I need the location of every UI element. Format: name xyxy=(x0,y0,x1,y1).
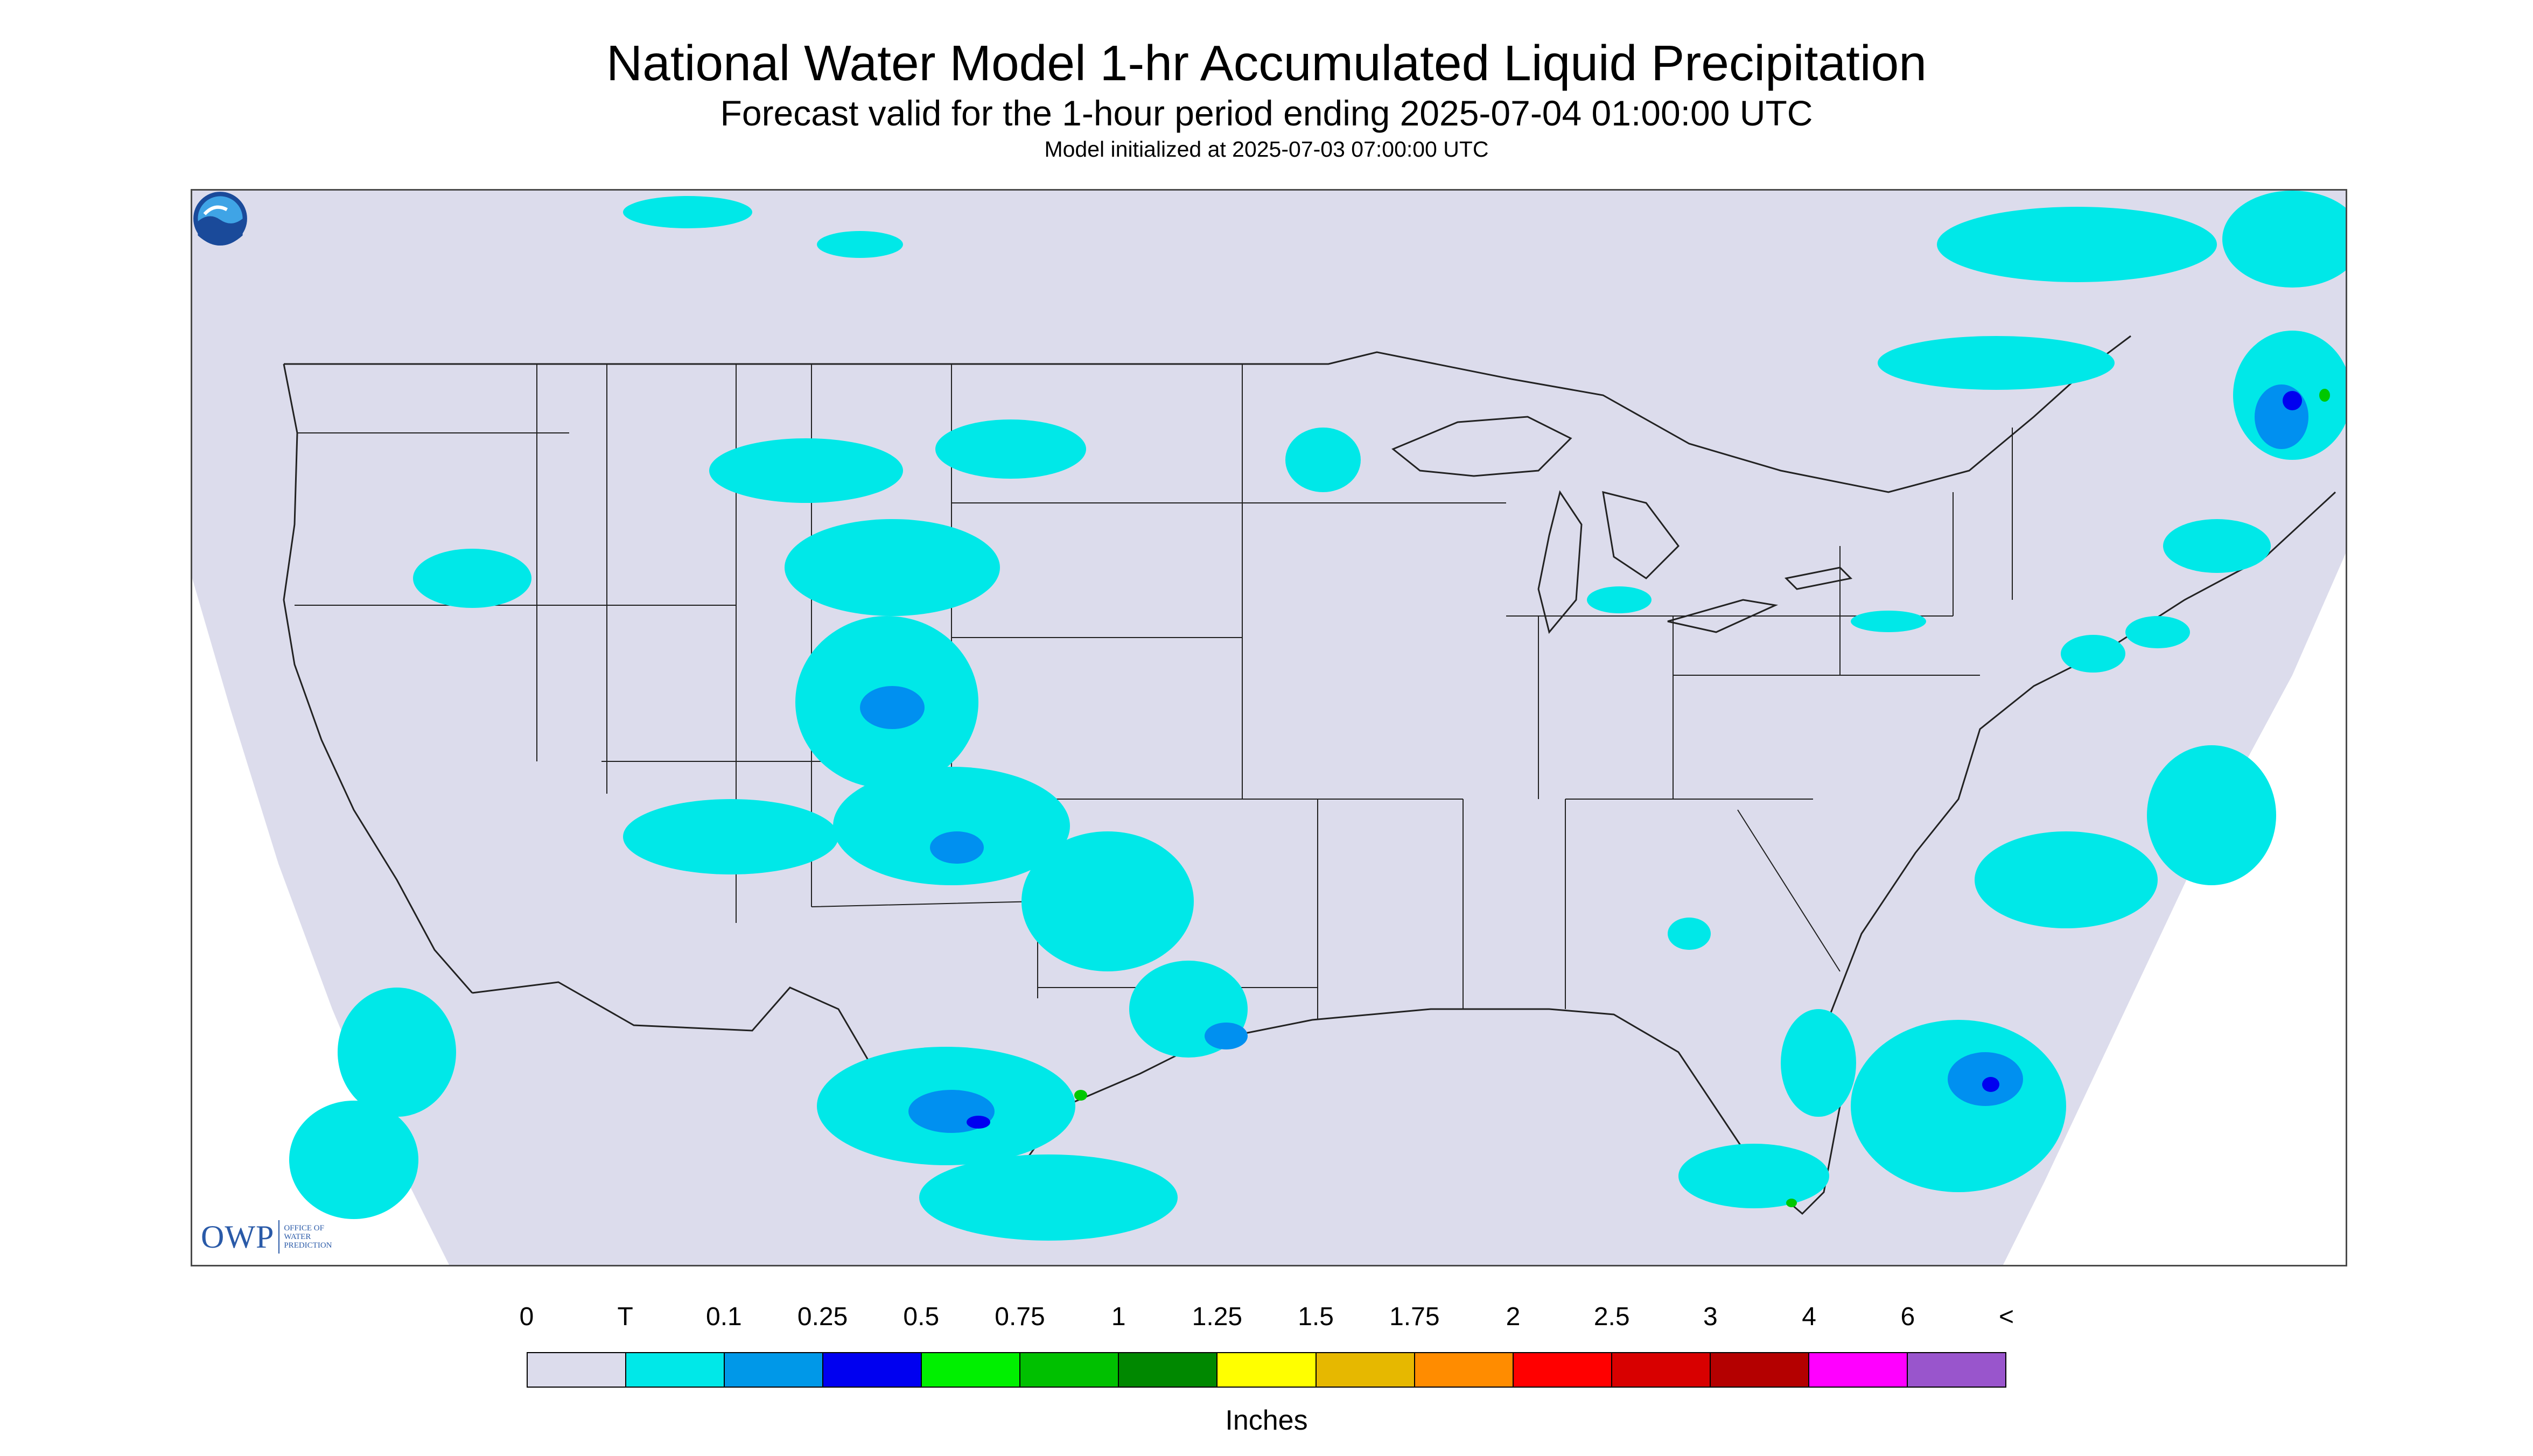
legend-tick-label: 0.75 xyxy=(995,1303,1045,1331)
owp-logo: OWP Office of Water Prediction xyxy=(201,1215,332,1258)
lake-michigan xyxy=(1537,490,1583,634)
legend-tick-label: 1.5 xyxy=(1298,1303,1334,1331)
precipitation-cells-heavy xyxy=(1074,389,2330,1207)
legend-swatch xyxy=(1907,1353,2005,1387)
legend-swatch xyxy=(1513,1353,1612,1387)
map-canvas xyxy=(192,191,2346,1265)
pacific-coastline xyxy=(283,363,473,993)
precipitation-cells-trace xyxy=(289,191,2346,1241)
legend-tick-label: 3 xyxy=(1703,1303,1718,1331)
model-initialized-text: Model initialized at 2025-07-03 07:00:00… xyxy=(1044,137,1489,162)
legend-color-bar xyxy=(527,1352,2006,1388)
legend-tick-label: 0.1 xyxy=(706,1303,742,1331)
legend-swatch xyxy=(626,1353,725,1387)
legend-tick-label: < xyxy=(1998,1303,2014,1331)
boundary-lines xyxy=(283,335,2336,1215)
legend-swatch xyxy=(1809,1353,1908,1387)
projection-edge-right xyxy=(2003,553,2346,1265)
legend-swatch xyxy=(1217,1353,1317,1387)
owp-logo-text-line: Water xyxy=(284,1233,311,1241)
legend-tick-label: 2 xyxy=(1506,1303,1521,1331)
legend-tick-label: 6 xyxy=(1900,1303,1915,1331)
projection-edge-left xyxy=(192,578,450,1265)
lake-huron xyxy=(1602,491,1680,579)
owp-logo-text: Office of Water Prediction xyxy=(284,1224,332,1250)
legend-tick-label: 0.25 xyxy=(797,1303,848,1331)
lake-ontario xyxy=(1784,566,1853,590)
legend-swatch xyxy=(1020,1353,1119,1387)
precipitation-map[interactable]: OWP Office of Water Prediction xyxy=(191,189,2347,1266)
lake-erie xyxy=(1667,599,1779,633)
legend-tick-label: 2.5 xyxy=(1593,1303,1630,1331)
legend-swatch xyxy=(823,1353,922,1387)
map-title: National Water Model 1-hr Accumulated Li… xyxy=(606,35,1927,91)
legend-swatch xyxy=(922,1353,1021,1387)
owp-logo-text-line: Prediction xyxy=(284,1241,332,1250)
map-subtitle: Forecast valid for the 1-hour period end… xyxy=(720,93,1813,133)
legend-tick-label: 1 xyxy=(1111,1303,1126,1331)
atlantic-coastline xyxy=(1823,491,2336,1031)
precipitation-cells-moderate xyxy=(967,391,2302,1129)
legend-units-label: Inches xyxy=(1225,1405,1308,1436)
owp-logo-text-line: Office of xyxy=(284,1224,324,1233)
legend-swatch xyxy=(1316,1353,1415,1387)
precipitation-cells-light xyxy=(860,384,2308,1133)
owp-logo-letters: OWP xyxy=(201,1219,275,1255)
legend-tick-label: 4 xyxy=(1802,1303,1816,1331)
owp-logo-divider xyxy=(278,1220,280,1254)
legend-tick-label: 1.75 xyxy=(1389,1303,1440,1331)
legend-swatch xyxy=(1710,1353,1809,1387)
legend-tick-label: 0.5 xyxy=(903,1303,940,1331)
legend-swatch xyxy=(528,1353,627,1387)
legend-swatch xyxy=(1612,1353,1711,1387)
legend-tick-label: 1.25 xyxy=(1192,1303,1243,1331)
legend-tick-label: T xyxy=(617,1303,633,1331)
lake-superior xyxy=(1391,416,1572,477)
gulf-coastline xyxy=(1010,1008,1841,1215)
legend-swatch xyxy=(1415,1353,1514,1387)
legend-swatch xyxy=(725,1353,824,1387)
legend-tick-label: 0 xyxy=(519,1303,534,1331)
legend-swatch xyxy=(1119,1353,1218,1387)
us-canada-border xyxy=(284,335,2131,493)
noaa-logo-icon xyxy=(193,192,247,246)
